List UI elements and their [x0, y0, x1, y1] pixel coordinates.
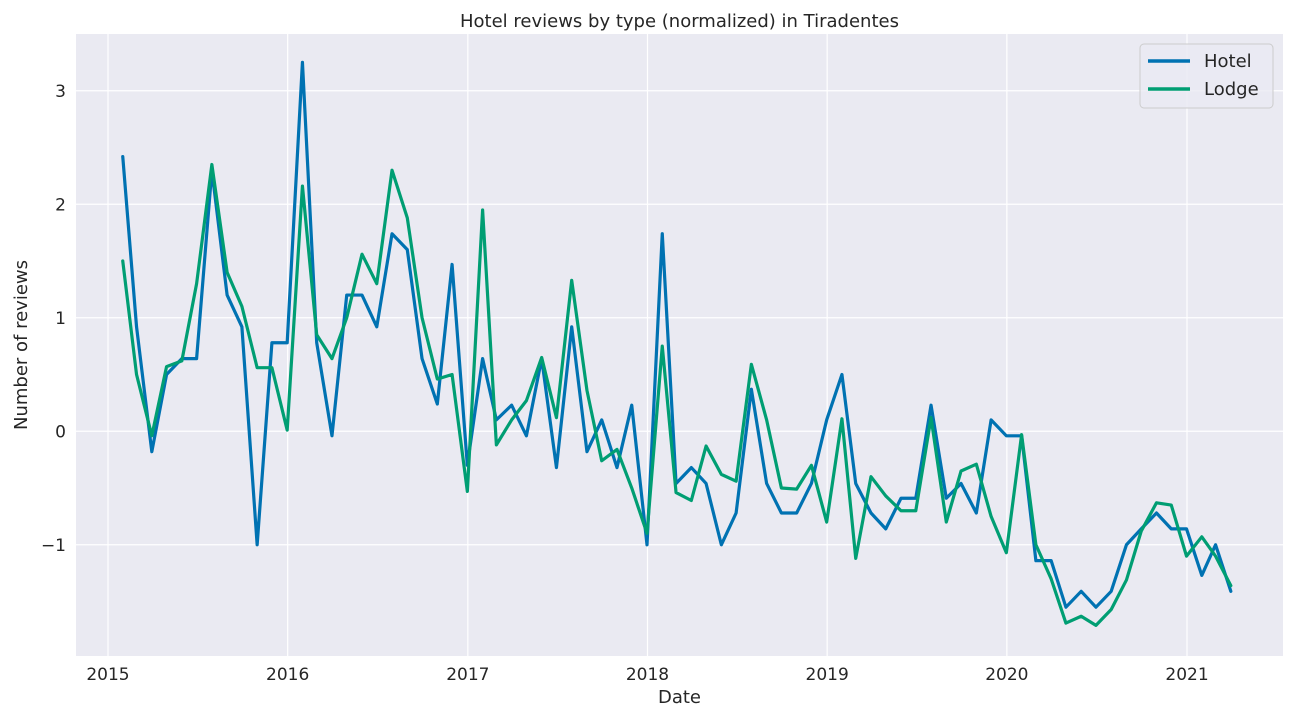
x-tick-label: 2020 — [985, 665, 1028, 685]
series-lines — [121, 60, 1233, 627]
x-axis-label: Date — [658, 687, 701, 708]
plot-area — [76, 34, 1283, 656]
x-tick-label: 2017 — [446, 665, 489, 685]
series-line-lodge — [121, 162, 1233, 627]
grid — [76, 34, 1283, 656]
x-axis-ticks: 2015 2016 2017 2018 2019 2020 2021 — [86, 665, 1208, 685]
x-tick-label: 2019 — [806, 665, 849, 685]
x-tick-label: 2015 — [86, 665, 129, 685]
legend-label-hotel: Hotel — [1204, 51, 1252, 72]
legend-label-lodge: Lodge — [1204, 79, 1259, 100]
y-axis-label: Number of reviews — [11, 260, 32, 430]
x-tick-label: 2021 — [1165, 665, 1208, 685]
x-tick-label: 2016 — [266, 665, 309, 685]
y-tick-label: −1 — [41, 536, 66, 556]
y-tick-label: 0 — [55, 422, 66, 442]
chart-title: Hotel reviews by type (normalized) in Ti… — [460, 11, 899, 32]
legend: Hotel Lodge — [1139, 43, 1274, 109]
y-tick-label: 3 — [55, 82, 66, 102]
legend-items: Hotel Lodge — [1148, 51, 1259, 100]
y-axis-ticks: −1 0 1 2 3 — [41, 82, 66, 556]
x-tick-label: 2018 — [626, 665, 669, 685]
y-tick-label: 2 — [55, 195, 66, 215]
y-tick-label: 1 — [55, 309, 66, 329]
